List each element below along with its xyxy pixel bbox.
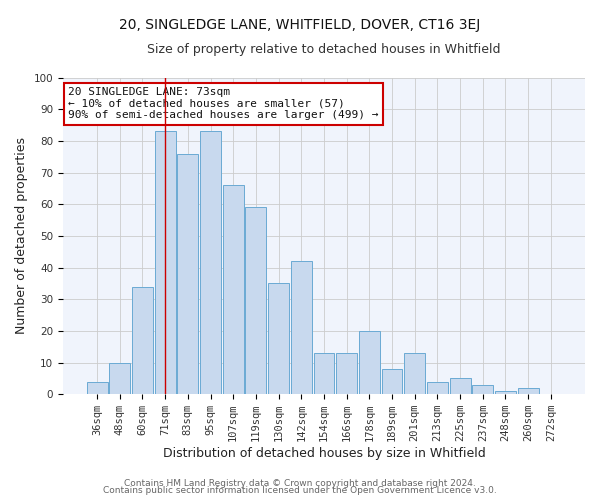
Bar: [404, 353, 425, 394]
Bar: [178, 154, 198, 394]
X-axis label: Distribution of detached houses by size in Whitfield: Distribution of detached houses by size …: [163, 447, 485, 460]
Text: 20 SINGLEDGE LANE: 73sqm
← 10% of detached houses are smaller (57)
90% of semi-d: 20 SINGLEDGE LANE: 73sqm ← 10% of detach…: [68, 87, 379, 120]
Bar: [155, 132, 176, 394]
Bar: [268, 284, 289, 394]
Bar: [427, 382, 448, 394]
Bar: [518, 388, 539, 394]
Bar: [200, 132, 221, 394]
Text: Contains HM Land Registry data © Crown copyright and database right 2024.: Contains HM Land Registry data © Crown c…: [124, 478, 476, 488]
Bar: [291, 261, 311, 394]
Text: 20, SINGLEDGE LANE, WHITFIELD, DOVER, CT16 3EJ: 20, SINGLEDGE LANE, WHITFIELD, DOVER, CT…: [119, 18, 481, 32]
Bar: [382, 369, 403, 394]
Bar: [359, 331, 380, 394]
Bar: [109, 362, 130, 394]
Bar: [495, 391, 516, 394]
Bar: [336, 353, 357, 394]
Bar: [132, 286, 153, 394]
Title: Size of property relative to detached houses in Whitfield: Size of property relative to detached ho…: [147, 42, 501, 56]
Text: Contains public sector information licensed under the Open Government Licence v3: Contains public sector information licen…: [103, 486, 497, 495]
Bar: [223, 185, 244, 394]
Bar: [86, 382, 107, 394]
Bar: [472, 384, 493, 394]
Y-axis label: Number of detached properties: Number of detached properties: [15, 138, 28, 334]
Bar: [449, 378, 470, 394]
Bar: [314, 353, 334, 394]
Bar: [245, 208, 266, 394]
